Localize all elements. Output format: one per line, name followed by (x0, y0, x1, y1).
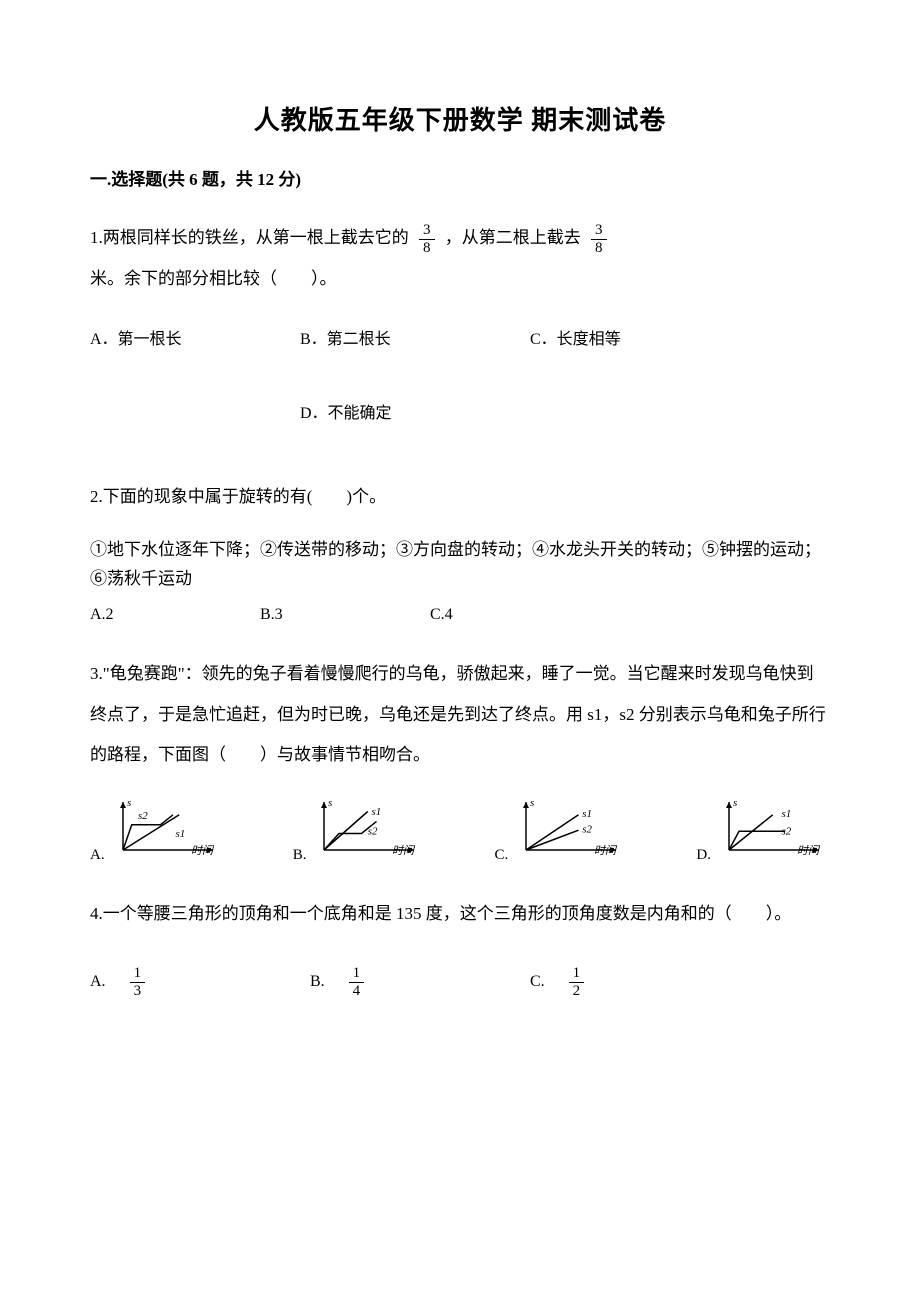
q3-chart-d: s 时间 s1 s2 (715, 794, 830, 864)
q1-option-a: A．第一根长 (90, 318, 300, 363)
q3-chart-b-wrapper: B. s 时间 s1 s2 (293, 794, 426, 864)
q2-option-a: A.2 (90, 606, 260, 624)
fraction-1-4: 1 4 (349, 965, 365, 1000)
question-2-text: 2.下面的现象中属于旋转的有( )个。 (90, 477, 830, 518)
q1-option-b: B．第二根长 (300, 318, 530, 363)
opt-letter: C. (530, 973, 545, 991)
svg-text:s1: s1 (372, 806, 382, 818)
q2-options: A.2 B.3 C.4 (90, 606, 830, 624)
question-1: 1.两根同样长的铁丝，从第一根上截去它的 3 8 ，从第二根上截去 3 8 米。… (90, 218, 830, 437)
q1-text-part2: ，从第二根上截去 (445, 228, 581, 247)
q3-chart-a: s 时间 s1 s2 (109, 794, 224, 864)
page-title: 人教版五年级下册数学 期末测试卷 (90, 100, 830, 137)
question-3: 3."龟兔赛跑"：领先的兔子看着慢慢爬行的乌龟，骄傲起来，睡了一觉。当它醒来时发… (90, 654, 830, 864)
question-2-items: ①地下水位逐年下降；②传送带的移动；③方向盘的转动；④水龙头开关的转动；⑤钟摆的… (90, 536, 830, 594)
svg-text:s: s (328, 797, 332, 809)
q3-chart-c-wrapper: C. s 时间 s1 s2 (495, 794, 628, 864)
q3-charts-row: A. s时间s1s2 B. s时间s1s2 C. s时间s1s2 D. s时间s… (90, 794, 830, 864)
fraction-numerator: 1 (569, 965, 585, 983)
q3-chart-d-wrapper: D. s 时间 s1 s2 (696, 794, 830, 864)
opt-letter: A. (90, 973, 106, 991)
q3-label-b: B. (293, 847, 307, 864)
svg-text:s2: s2 (138, 810, 148, 822)
q3-label-a: A. (90, 847, 105, 864)
svg-text:s2: s2 (782, 826, 792, 838)
fraction-denominator: 8 (591, 240, 607, 257)
question-2: 2.下面的现象中属于旋转的有( )个。 ①地下水位逐年下降；②传送带的移动；③方… (90, 477, 830, 624)
svg-text:时间: 时间 (191, 844, 215, 857)
svg-text:s2: s2 (583, 824, 593, 836)
question-3-text: 3."龟兔赛跑"：领先的兔子看着慢慢爬行的乌龟，骄傲起来，睡了一觉。当它醒来时发… (90, 654, 830, 776)
fraction-numerator: 3 (591, 222, 607, 240)
q1-options: A．第一根长 B．第二根长 C．长度相等 D．不能确定 (90, 318, 830, 438)
fraction-1-2: 1 2 (569, 965, 585, 1000)
fraction-3-8: 3 8 (419, 222, 435, 257)
fraction-numerator: 3 (419, 222, 435, 240)
fraction-3-8-b: 3 8 (591, 222, 607, 257)
q4-option-c: C. 1 2 (530, 965, 750, 1000)
fraction-denominator: 3 (130, 983, 146, 1000)
q4-option-a: A. 1 3 (90, 965, 310, 1000)
section-header: 一.选择题(共 6 题，共 12 分) (90, 165, 830, 190)
fraction-1-3: 1 3 (130, 965, 146, 1000)
q1-text-part1: 1.两根同样长的铁丝，从第一根上截去它的 (90, 228, 409, 247)
opt-letter: B. (310, 973, 325, 991)
question-4-text: 4.一个等腰三角形的顶角和一个底角和是 135 度，这个三角形的顶角度数是内角和… (90, 894, 830, 935)
svg-text:时间: 时间 (594, 844, 618, 857)
fraction-denominator: 2 (569, 983, 585, 1000)
q4-options: A. 1 3 B. 1 4 C. 1 2 (90, 965, 830, 1000)
svg-text:s: s (127, 797, 131, 809)
q1-option-d: D．不能确定 (90, 392, 830, 437)
q3-chart-b: s 时间 s1 s2 (310, 794, 425, 864)
svg-text:s: s (530, 797, 534, 809)
q3-chart-c: s 时间 s1 s2 (512, 794, 627, 864)
fraction-denominator: 4 (349, 983, 365, 1000)
q4-option-b: B. 1 4 (310, 965, 530, 1000)
q3-label-d: D. (696, 847, 711, 864)
svg-text:时间: 时间 (797, 844, 821, 857)
q2-option-c: C.4 (430, 606, 600, 624)
q3-label-c: C. (495, 847, 509, 864)
fraction-numerator: 1 (130, 965, 146, 983)
question-4: 4.一个等腰三角形的顶角和一个底角和是 135 度，这个三角形的顶角度数是内角和… (90, 894, 830, 1000)
q1-text-part3: 米。余下的部分相比较（ ）。 (90, 269, 337, 288)
svg-text:时间: 时间 (392, 844, 416, 857)
fraction-denominator: 8 (419, 240, 435, 257)
fraction-numerator: 1 (349, 965, 365, 983)
q2-option-b: B.3 (260, 606, 430, 624)
svg-text:s2: s2 (368, 826, 378, 838)
svg-text:s1: s1 (782, 808, 792, 820)
q1-option-c: C．长度相等 (530, 318, 730, 363)
q3-chart-a-wrapper: A. s 时间 s1 s2 (90, 794, 224, 864)
svg-text:s: s (733, 797, 737, 809)
svg-text:s1: s1 (583, 808, 593, 820)
question-1-text: 1.两根同样长的铁丝，从第一根上截去它的 3 8 ，从第二根上截去 3 8 米。… (90, 218, 830, 300)
svg-text:s1: s1 (175, 828, 185, 840)
